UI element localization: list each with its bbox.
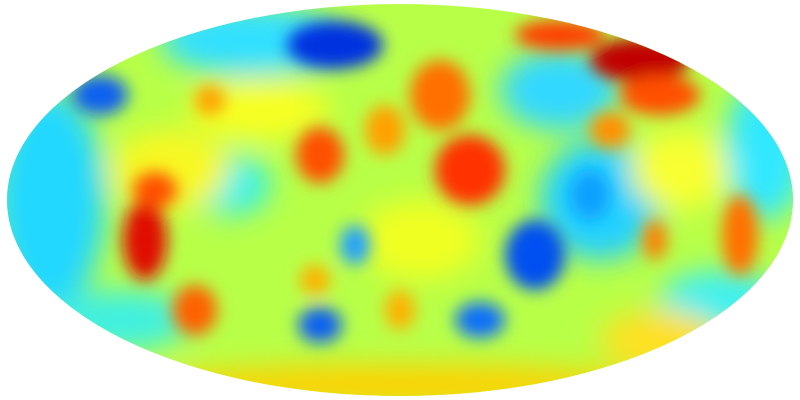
cold-spot <box>570 170 610 220</box>
hot-spot <box>515 20 605 50</box>
cold-spot <box>298 307 342 343</box>
hot-spot <box>195 85 225 115</box>
hot-spot <box>435 135 505 205</box>
hot-spot <box>300 265 330 295</box>
hot-spot <box>365 105 405 155</box>
cold-spot <box>287 21 383 69</box>
hot-spot <box>722 195 758 275</box>
cold-spot <box>505 220 565 290</box>
hot-spot <box>296 127 344 183</box>
hot-spot <box>385 290 415 330</box>
hot-spot <box>590 112 630 148</box>
cold-spot <box>72 75 128 115</box>
cold-spot <box>455 302 505 338</box>
hot-spot <box>643 220 667 260</box>
hot-spot <box>173 285 217 335</box>
yellow-region <box>600 310 720 370</box>
cyan-region <box>500 50 620 130</box>
yellow-region <box>190 80 330 140</box>
cold-spot <box>340 225 370 265</box>
hot-spot <box>590 38 690 82</box>
hot-spot <box>410 60 470 130</box>
cyan-region <box>50 290 190 350</box>
hot-spot <box>123 200 167 280</box>
cyan-region <box>7 90 105 310</box>
yellow-region <box>360 200 480 280</box>
yellow-region <box>630 130 730 210</box>
hot-spot <box>133 172 177 208</box>
hot-spot <box>620 75 700 115</box>
